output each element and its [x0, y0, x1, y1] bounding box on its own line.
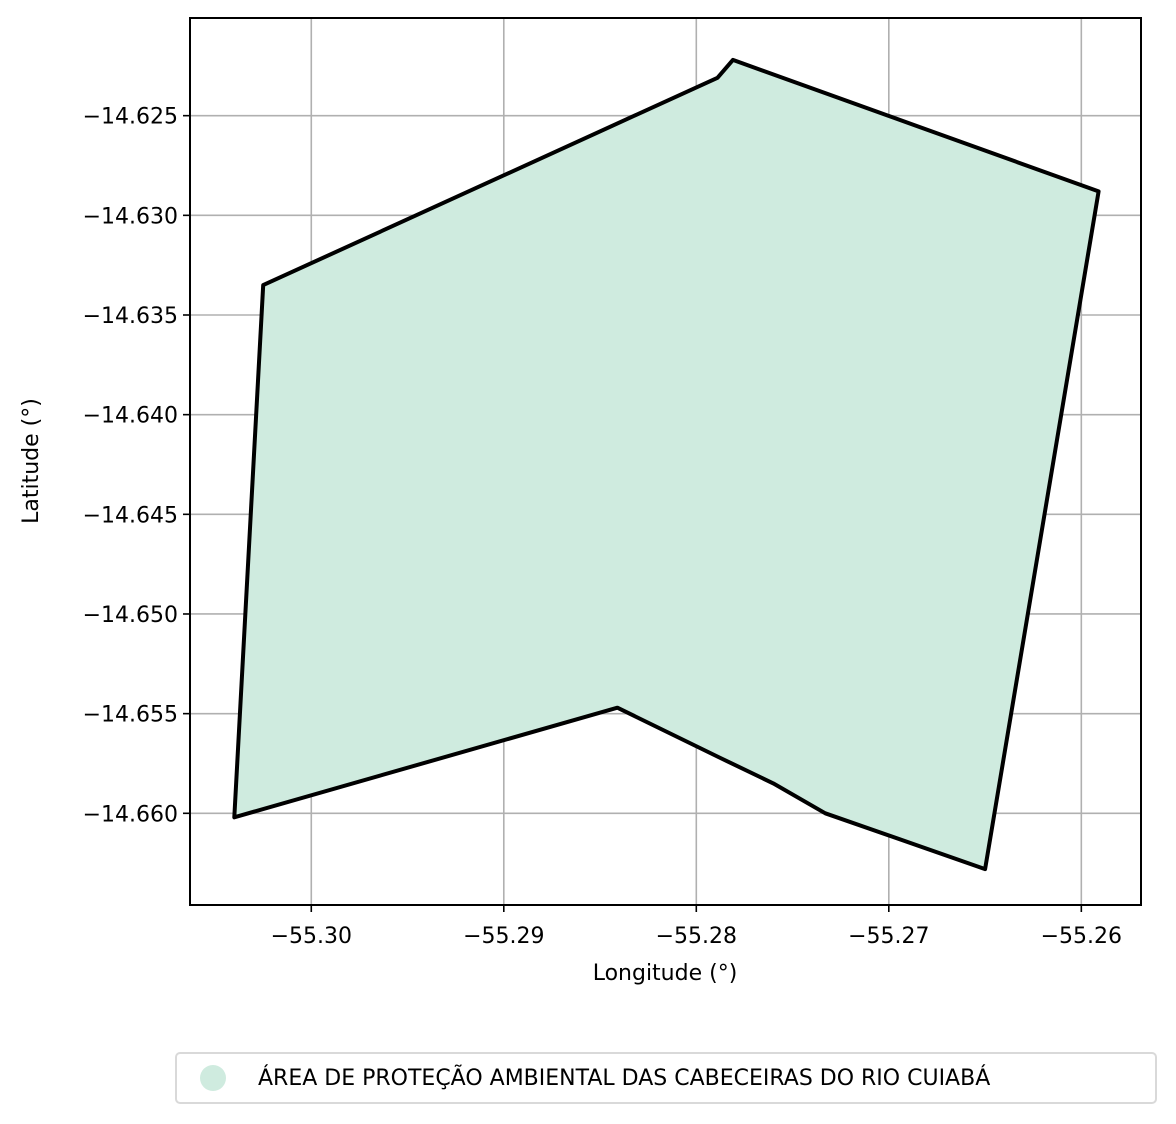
x-tick-label: −55.26 — [1041, 924, 1122, 949]
x-axis-label: Longitude (°) — [593, 961, 738, 986]
y-tick-label: −14.640 — [83, 404, 178, 429]
y-axis-label: Latitude (°) — [19, 398, 44, 524]
protected-area-polygon — [232, 57, 1101, 872]
y-tick-label: −14.635 — [83, 304, 178, 329]
legend-label: ÁREA DE PROTEÇÃO AMBIENTAL DAS CABECEIRA… — [258, 1065, 991, 1091]
y-tick-label: −14.650 — [83, 603, 178, 628]
legend-marker — [200, 1065, 226, 1091]
legend: ÁREA DE PROTEÇÃO AMBIENTAL DAS CABECEIRA… — [175, 1052, 1157, 1104]
y-tick-label: −14.645 — [83, 503, 178, 528]
x-tick-label: −55.29 — [463, 924, 544, 949]
x-tick-label: −55.30 — [271, 924, 352, 949]
map-plot: −55.30 −55.29 −55.28 −55.27 −55.26 −14.625−1… — [19, 17, 1142, 986]
x-tick-label: −55.27 — [848, 924, 929, 949]
x-axis-ticks: −55.30 −55.29 −55.28 −55.27 −55.26 — [271, 905, 1122, 949]
x-tick-label: −55.28 — [656, 924, 737, 949]
y-tick-label: −14.655 — [83, 703, 178, 728]
y-tick-label: −14.660 — [83, 802, 178, 827]
plot-frame — [189, 17, 1142, 906]
y-tick-label: −14.625 — [83, 105, 178, 130]
y-tick-label: −14.630 — [83, 204, 178, 229]
y-axis-ticks: −14.625 −14.630 −14.635 −14.640 −14.645 −14.6… — [83, 105, 190, 827]
